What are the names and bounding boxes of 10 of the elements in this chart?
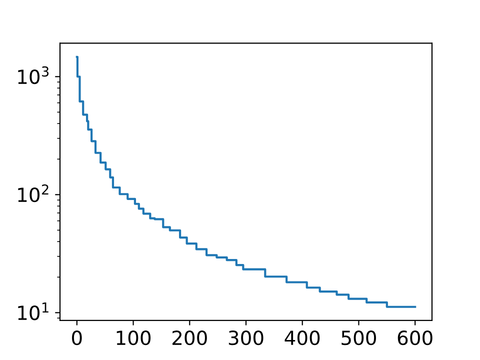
x-tick-label: 100 — [116, 330, 151, 346]
x-tick-label: 600 — [398, 330, 432, 346]
x-tick-label: 0 — [72, 330, 82, 346]
y-tick-label: 10$^{3}$ — [18, 66, 49, 84]
x-tick-label: 400 — [284, 330, 320, 346]
y-tick-label: 10$^{1}$ — [18, 302, 48, 320]
x-tick-label: 500 — [342, 330, 376, 346]
x-tick-label: 200 — [172, 330, 207, 346]
x-tick-label: 300 — [228, 330, 264, 346]
y-tick-label: 10$^{2}$ — [18, 184, 48, 202]
